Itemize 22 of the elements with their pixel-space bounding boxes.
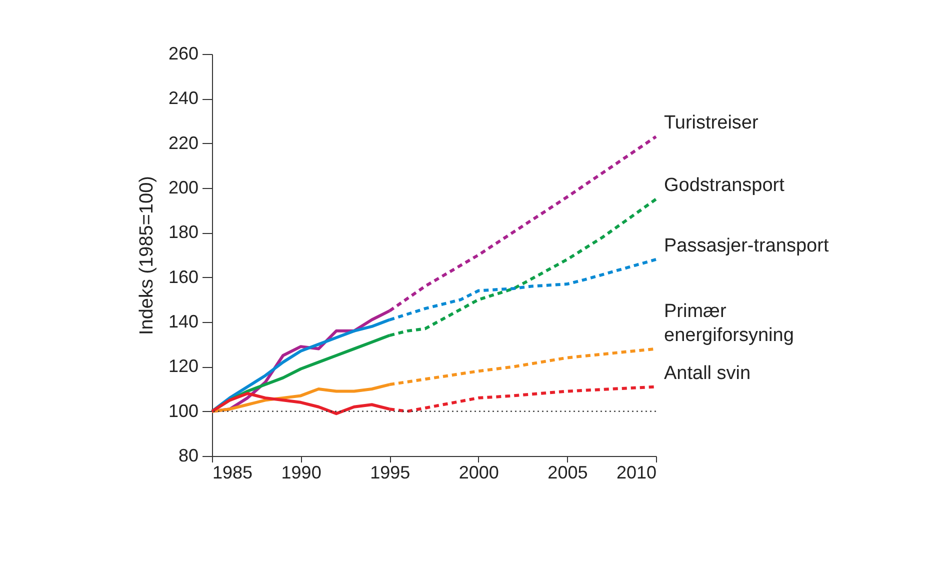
x-tick-label: 1985 bbox=[212, 462, 253, 482]
y-tick-label: 120 bbox=[168, 356, 198, 376]
series-label: Primær energiforsyning bbox=[664, 300, 794, 346]
y-axis-title: Indeks (1985=100) bbox=[136, 176, 158, 335]
y-tick-label: 200 bbox=[168, 178, 198, 198]
series-label: Turistreiser bbox=[664, 112, 759, 134]
x-tick-label: 2010 bbox=[616, 462, 656, 482]
y-tick-label: 160 bbox=[168, 266, 198, 287]
y-tick-label: 260 bbox=[168, 44, 198, 64]
x-tick-label: 1990 bbox=[281, 462, 322, 482]
x-tick-label: 2000 bbox=[458, 462, 499, 482]
y-tick-label: 180 bbox=[168, 222, 198, 242]
x-tick-label: 1995 bbox=[370, 462, 410, 482]
x-tick-label: 2005 bbox=[548, 462, 588, 482]
series-label: Godstransport bbox=[664, 175, 786, 196]
y-tick-label: 240 bbox=[168, 88, 198, 108]
y-tick-label: 220 bbox=[168, 132, 198, 153]
y-tick-label: 100 bbox=[168, 400, 198, 421]
y-tick-label: 80 bbox=[178, 446, 198, 466]
series-label: Antall svin bbox=[664, 362, 751, 384]
y-tick-label: 140 bbox=[168, 312, 198, 332]
series-label: Passasjer-transport bbox=[664, 235, 830, 256]
